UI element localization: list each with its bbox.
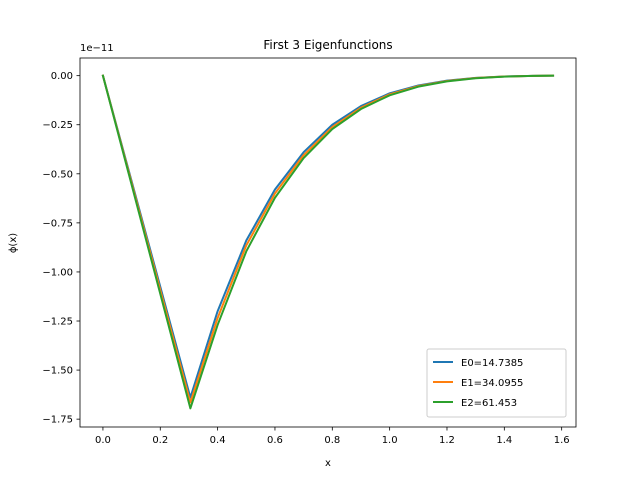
y-tick-label: −1.75 — [42, 415, 73, 426]
x-tick-label: 0.2 — [152, 435, 168, 446]
x-tick-label: 0.6 — [267, 435, 283, 446]
chart-title: First 3 Eigenfunctions — [263, 38, 392, 52]
legend-label-0: E0=14.7385 — [461, 358, 523, 369]
y-tick-label: −1.00 — [42, 267, 73, 278]
x-tick-label: 0.8 — [324, 435, 340, 446]
y-tick-label: −0.75 — [42, 218, 73, 229]
y-tick-label: −0.50 — [42, 169, 73, 180]
y-axis-label: ϕ(x) — [8, 233, 19, 253]
x-tick-label: 1.0 — [382, 435, 398, 446]
y-tick-label: −1.25 — [42, 317, 73, 328]
y-tick-label: 0.00 — [51, 71, 73, 82]
x-tick-label: 1.2 — [439, 435, 455, 446]
legend-label-1: E1=34.0955 — [461, 378, 523, 389]
plot-area — [101, 74, 555, 410]
x-tick-label: 1.6 — [554, 435, 570, 446]
legend: E0=14.7385 E1=34.0955 E2=61.453 — [426, 348, 567, 418]
x-tick-label: 1.4 — [496, 435, 512, 446]
x-tick-label: 0.4 — [210, 435, 226, 446]
x-tick-label: 0.0 — [95, 435, 111, 446]
y-axis-offset-text: 1e−11 — [80, 43, 114, 54]
legend-frame — [426, 348, 567, 418]
axes-frame — [79, 57, 577, 428]
x-axis-label: x — [325, 458, 331, 469]
y-tick-label: −1.50 — [42, 366, 73, 377]
y-tick-label: −0.25 — [42, 120, 73, 131]
axes: 0.0 0.2 0.4 0.6 0.8 1.0 1.2 1.4 1.6 0.00 −0.25 −0.5… — [42, 57, 577, 446]
series-line-2 — [101, 74, 555, 410]
legend-label-2: E2=61.453 — [461, 398, 517, 409]
